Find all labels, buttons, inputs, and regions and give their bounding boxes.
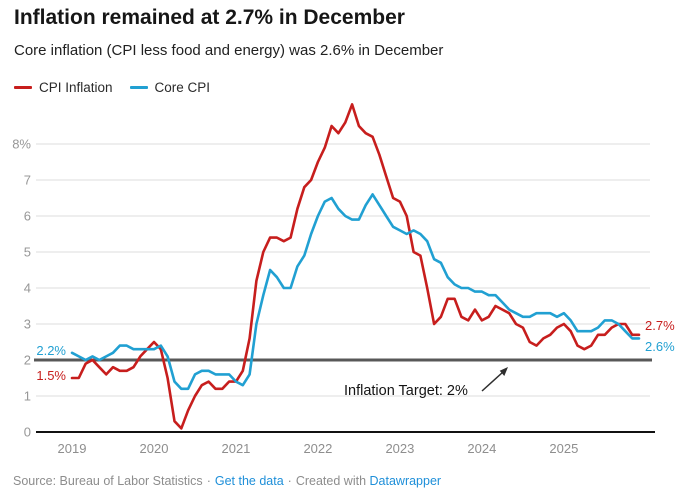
y-tick-label: 3 [24,317,31,332]
core-cpi-line[interactable] [70,193,641,391]
cpi-start-value-label: 1.5% [36,368,66,383]
page-subtitle: Core inflation (CPI less food and energy… [14,42,444,59]
get-the-data-link[interactable]: Get the data [214,474,284,488]
x-tick-label: 2021 [221,441,250,456]
footer: Source: Bureau of Labor Statistics · Get t… [13,474,441,488]
annotation-arrow-head [499,367,508,376]
cpi-end-value-label: 2.7% [645,318,675,333]
y-tick-label: 2 [24,353,31,368]
footer-separator: · [206,474,211,488]
cpi-inflation-line[interactable] [70,103,641,430]
footer-separator: · [287,474,292,488]
x-tick-label: 2023 [385,441,414,456]
y-tick-label: 0 [24,425,31,440]
y-tick-label: 5 [24,245,31,260]
cpi-line-swatch [14,86,32,89]
legend-item-cpi: CPI Inflation [14,80,113,95]
y-tick-label: 1 [24,389,31,404]
created-with-text: Created with [295,474,367,488]
x-tick-label: 2025 [549,441,578,456]
x-tick-label: 2020 [140,441,169,456]
y-tick-label: 4 [24,281,31,296]
page-title: Inflation remained at 2.7% in December [14,6,405,29]
x-tick-label: 2019 [58,441,87,456]
legend-item-core: Core CPI [129,80,211,95]
y-tick-label: 7 [24,173,31,188]
x-tick-label: 2022 [303,441,332,456]
legend: CPI Inflation Core CPI [14,80,210,95]
core-end-value-label: 2.6% [645,339,675,354]
legend-label-cpi: CPI Inflation [39,80,113,95]
inflation-target-annotation: Inflation Target: 2% [344,383,468,399]
y-tick-label: 6 [24,209,31,224]
source-text: Source: Bureau of Labor Statistics [13,474,203,488]
annotation-arrow [481,371,504,392]
core-start-value-label: 2.2% [36,343,66,358]
x-tick-label: 2024 [467,441,496,456]
y-tick-label: 8% [12,137,31,152]
datawrapper-link[interactable]: Datawrapper [369,474,442,488]
core-line-swatch [129,86,148,89]
legend-label-core: Core CPI [154,80,211,95]
